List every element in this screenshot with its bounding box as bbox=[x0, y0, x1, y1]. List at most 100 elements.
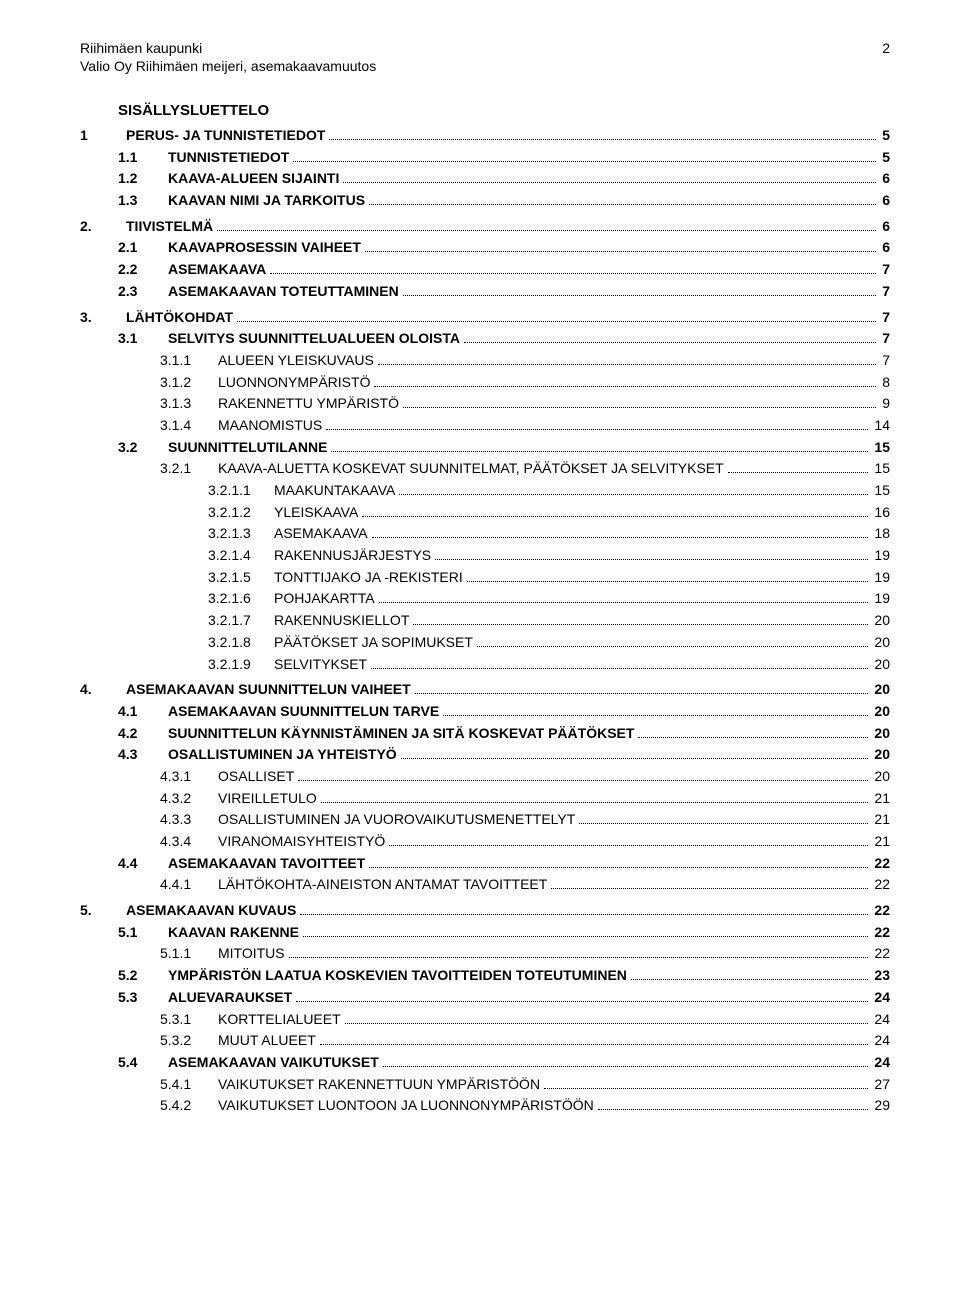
toc-entry-page: 20 bbox=[872, 701, 890, 723]
toc-entry: 3.2.1.1MAAKUNTAKAAVA15 bbox=[208, 480, 890, 502]
toc-entry-label: SELVITYKSET bbox=[274, 654, 367, 676]
toc-entry-page: 27 bbox=[872, 1074, 890, 1096]
toc-entry-label: VIREILLETULO bbox=[218, 788, 317, 810]
toc-entry-label: VAIKUTUKSET LUONTOON JA LUONNONYMPÄRISTÖ… bbox=[218, 1095, 594, 1117]
toc-entry: 1.1TUNNISTETIEDOT5 bbox=[118, 147, 890, 169]
toc-entry: 2.2ASEMAKAAVA7 bbox=[118, 259, 890, 281]
toc-entry-label: ASEMAKAAVAN KUVAUS bbox=[126, 900, 296, 922]
toc-entry-page: 21 bbox=[872, 788, 890, 810]
toc-entry-label: KAAVA-ALUETTA KOSKEVAT SUUNNITELMAT, PÄÄ… bbox=[218, 458, 724, 480]
toc-leader-dots bbox=[331, 451, 868, 452]
toc-entry-page: 6 bbox=[880, 237, 890, 259]
toc-entry-label: SUUNNITTELUN KÄYNNISTÄMINEN JA SITÄ KOSK… bbox=[168, 723, 634, 745]
table-of-contents: 1PERUS- JA TUNNISTETIEDOT51.1TUNNISTETIE… bbox=[80, 125, 890, 1117]
toc-leader-dots bbox=[270, 273, 876, 274]
toc-entry-number: 3.1.4 bbox=[160, 415, 218, 437]
toc-leader-dots bbox=[217, 230, 876, 231]
toc-entry-label: RAKENNUSKIELLOT bbox=[274, 610, 409, 632]
toc-entry-label: YMPÄRISTÖN LAATUA KOSKEVIEN TAVOITTEIDEN… bbox=[168, 965, 627, 987]
toc-entry: 3.1.4MAANOMISTUS 14 bbox=[160, 415, 890, 437]
toc-entry-number: 5.3 bbox=[118, 987, 168, 1009]
toc-entry-label: KAAVAPROSESSIN VAIHEET bbox=[168, 237, 361, 259]
toc-entry-page: 20 bbox=[872, 723, 890, 745]
toc-entry-page: 20 bbox=[872, 766, 890, 788]
toc-entry-page: 21 bbox=[872, 809, 890, 831]
toc-entry-label: RAKENNUSJÄRJESTYS bbox=[274, 545, 431, 567]
toc-entry-page: 15 bbox=[872, 480, 890, 502]
toc-entry-page: 24 bbox=[872, 1009, 890, 1031]
toc-leader-dots bbox=[289, 957, 869, 958]
toc-entry-number: 3.2 bbox=[118, 437, 168, 459]
toc-leader-dots bbox=[362, 516, 868, 517]
toc-entry: 5.4.1VAIKUTUKSET RAKENNETTUUN YMPÄRISTÖÖ… bbox=[160, 1074, 890, 1096]
toc-entry-label: LÄHTÖKOHDAT bbox=[126, 307, 233, 329]
toc-leader-dots bbox=[378, 364, 876, 365]
toc-entry: 2.1KAAVAPROSESSIN VAIHEET6 bbox=[118, 237, 890, 259]
toc-entry-label: ASEMAKAAVAN SUUNNITTELUN VAIHEET bbox=[126, 679, 411, 701]
toc-entry-page: 22 bbox=[872, 853, 890, 875]
toc-entry-page: 6 bbox=[880, 216, 890, 238]
toc-entry-number: 5.4 bbox=[118, 1052, 168, 1074]
toc-leader-dots bbox=[371, 668, 868, 669]
toc-entry: 4.ASEMAKAAVAN SUUNNITTELUN VAIHEET20 bbox=[80, 679, 890, 701]
toc-entry-number: 4.3.2 bbox=[160, 788, 218, 810]
toc-leader-dots bbox=[298, 780, 868, 781]
toc-leader-dots bbox=[296, 1001, 868, 1002]
toc-entry-page: 24 bbox=[872, 1030, 890, 1052]
toc-entry-label: TIIVISTELMÄ bbox=[126, 216, 213, 238]
toc-entry-label: KAAVAN RAKENNE bbox=[168, 922, 299, 944]
toc-entry-label: LUONNONYMPÄRISTÖ bbox=[218, 372, 370, 394]
toc-leader-dots bbox=[369, 204, 876, 205]
toc-entry-page: 19 bbox=[872, 588, 890, 610]
toc-entry-page: 15 bbox=[872, 458, 890, 480]
toc-entry-number: 3.2.1.4 bbox=[208, 545, 274, 567]
toc-entry-number: 2.3 bbox=[118, 281, 168, 303]
toc-entry-number: 5.2 bbox=[118, 965, 168, 987]
toc-entry: 4.1ASEMAKAAVAN SUUNNITTELUN TARVE20 bbox=[118, 701, 890, 723]
toc-leader-dots bbox=[300, 914, 868, 915]
toc-entry-number: 1.3 bbox=[118, 190, 168, 212]
toc-entry-number: 3.2.1.1 bbox=[208, 480, 274, 502]
toc-leader-dots bbox=[435, 559, 868, 560]
toc-entry-label: POHJAKARTTA bbox=[274, 588, 375, 610]
toc-entry-label: VIRANOMAISYHTEISTYÖ bbox=[218, 831, 385, 853]
toc-entry-page: 7 bbox=[880, 307, 890, 329]
toc-entry-label: TUNNISTETIEDOT bbox=[168, 147, 289, 169]
toc-entry-label: ASEMAKAAVAN VAIKUTUKSET bbox=[168, 1052, 379, 1074]
toc-entry: 5.3.2MUUT ALUEET24 bbox=[160, 1030, 890, 1052]
toc-entry: 3.2.1.4RAKENNUSJÄRJESTYS19 bbox=[208, 545, 890, 567]
document-page: Riihimäen kaupunki 2 Valio Oy Riihimäen … bbox=[0, 0, 960, 1157]
toc-entry-number: 3.2.1 bbox=[160, 458, 218, 480]
toc-entry-page: 7 bbox=[880, 328, 890, 350]
toc-entry-number: 4.3.3 bbox=[160, 809, 218, 831]
toc-entry-page: 15 bbox=[872, 437, 890, 459]
toc-entry-label: OSALLISTUMINEN JA YHTEISTYÖ bbox=[168, 744, 397, 766]
toc-entry: 4.4.1LÄHTÖKOHTA-AINEISTON ANTAMAT TAVOIT… bbox=[160, 874, 890, 896]
toc-entry: 1.3KAAVAN NIMI JA TARKOITUS6 bbox=[118, 190, 890, 212]
toc-entry-number: 5. bbox=[80, 900, 126, 922]
toc-entry-page: 20 bbox=[872, 610, 890, 632]
toc-entry-page: 14 bbox=[872, 415, 890, 437]
toc-entry-page: 18 bbox=[872, 523, 890, 545]
toc-entry: 3.1.2LUONNONYMPÄRISTÖ8 bbox=[160, 372, 890, 394]
toc-entry-label: MAANOMISTUS bbox=[218, 415, 322, 437]
toc-entry-number: 5.1.1 bbox=[160, 943, 218, 965]
toc-entry: 3.2.1.8PÄÄTÖKSET JA SOPIMUKSET20 bbox=[208, 632, 890, 654]
toc-entry-number: 3.1.3 bbox=[160, 393, 218, 415]
toc-entry-number: 2.2 bbox=[118, 259, 168, 281]
toc-entry-label: LÄHTÖKOHTA-AINEISTON ANTAMAT TAVOITTEET bbox=[218, 874, 547, 896]
toc-entry: 3.1.3RAKENNETTU YMPÄRISTÖ9 bbox=[160, 393, 890, 415]
toc-title: SISÄLLYSLUETTELO bbox=[118, 102, 890, 119]
toc-entry: 4.3.2VIREILLETULO 21 bbox=[160, 788, 890, 810]
toc-entry: 4.3.4VIRANOMAISYHTEISTYÖ21 bbox=[160, 831, 890, 853]
toc-entry-label: ASEMAKAAVAN TAVOITTEET bbox=[168, 853, 365, 875]
toc-entry-number: 3.2.1.7 bbox=[208, 610, 274, 632]
toc-entry: 5.3ALUEVARAUKSET24 bbox=[118, 987, 890, 1009]
toc-entry-number: 4. bbox=[80, 679, 126, 701]
toc-entry: 3.2.1.6POHJAKARTTA19 bbox=[208, 588, 890, 610]
toc-entry: 5.1.1MITOITUS22 bbox=[160, 943, 890, 965]
toc-entry-label: PERUS- JA TUNNISTETIEDOT bbox=[126, 125, 325, 147]
toc-entry-label: KAAVAN NIMI JA TARKOITUS bbox=[168, 190, 365, 212]
toc-entry: 3.2.1.2YLEISKAAVA16 bbox=[208, 502, 890, 524]
toc-leader-dots bbox=[343, 182, 876, 183]
